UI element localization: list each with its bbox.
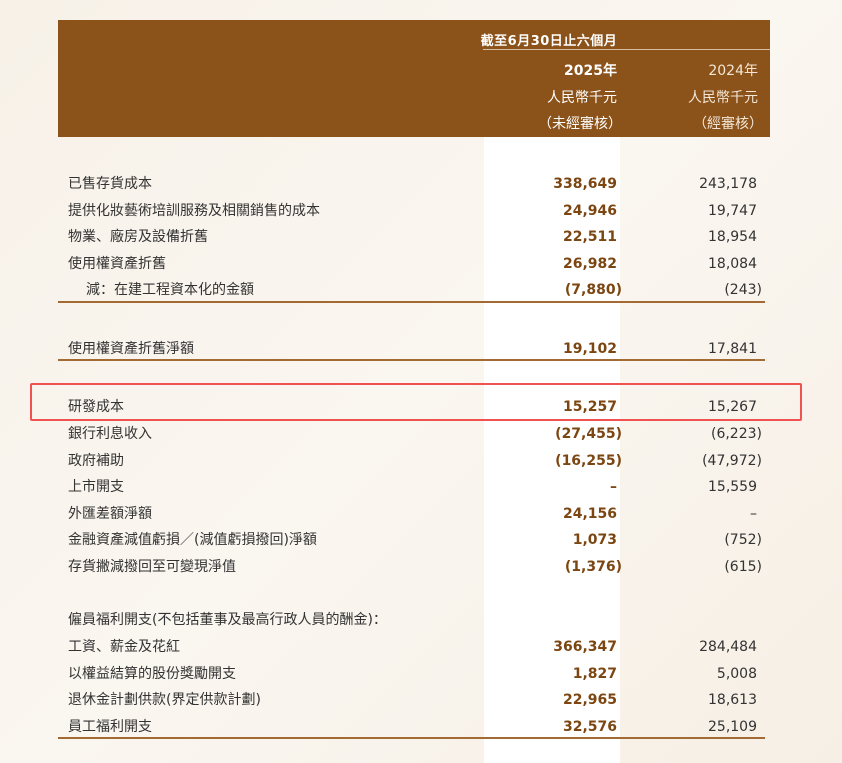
col-2024-status: （經審核） xyxy=(693,116,763,132)
value-2024: 18,084 xyxy=(708,256,757,272)
bottom-rule xyxy=(58,737,765,739)
value-2024: (752) xyxy=(724,532,762,548)
value-2025: 22,965 xyxy=(562,692,617,708)
value-2024: 5,008 xyxy=(716,666,757,682)
total-rule xyxy=(58,359,765,361)
value-2025: 1,827 xyxy=(572,666,617,682)
table-row: 銀行利息收入 (27,455) (6,223) xyxy=(58,422,770,446)
table-row: 金融資產減值虧損／(減值虧損撥回)淨額 1,073 (752) xyxy=(58,528,770,552)
table-row: 使用權資產折舊淨額 19,102 17,841 xyxy=(58,337,770,361)
row-label: 提供化妝藝術培訓服務及相關銷售的成本 xyxy=(68,203,320,219)
table-row: 以權益結算的股份獎勵開支 1,827 5,008 xyxy=(58,662,770,686)
row-label: 物業、廠房及設備折舊 xyxy=(68,229,208,245)
table-row: 上市開支 – 15,559 xyxy=(58,475,770,499)
current-period-column-background xyxy=(484,137,620,763)
value-2025: 19,102 xyxy=(562,341,617,357)
row-label: 上市開支 xyxy=(68,479,124,495)
row-label: 存貨撇減撥回至可變現淨值 xyxy=(68,559,236,575)
col-2024-currency: 人民幣千元 xyxy=(688,90,758,106)
value-2025: 338,649 xyxy=(553,176,617,192)
row-label: 退休金計劃供款(界定供款計劃) xyxy=(68,692,261,708)
table-row: 提供化妝藝術培訓服務及相關銷售的成本 24,946 19,747 xyxy=(58,199,770,223)
value-2024: 15,267 xyxy=(708,399,757,415)
value-2025: 24,946 xyxy=(562,203,617,219)
value-2025: 24,156 xyxy=(562,506,617,522)
value-2024: 19,747 xyxy=(708,203,757,219)
table-row: 工資、薪金及花紅 366,347 284,484 xyxy=(58,635,770,659)
period-heading: 截至6月30日止六個月 xyxy=(480,34,618,49)
col-2025-currency: 人民幣千元 xyxy=(547,90,617,106)
value-2025: – xyxy=(610,479,617,495)
table-row: 政府補助 (16,255) (47,972) xyxy=(58,449,770,473)
table-row: 已售存貨成本 338,649 243,178 xyxy=(58,172,770,196)
value-2024: (243) xyxy=(724,282,762,298)
header-divider xyxy=(483,49,770,50)
value-2025: 26,982 xyxy=(562,256,617,272)
row-label: 研發成本 xyxy=(68,399,124,415)
value-2024: – xyxy=(750,506,757,522)
value-2024: 18,954 xyxy=(708,229,757,245)
row-label: 僱員福利開支(不包括董事及最高行政人員的酬金)： xyxy=(68,612,387,628)
value-2024: (615) xyxy=(724,559,762,575)
value-2025: (16,255) xyxy=(555,453,622,469)
row-label: 政府補助 xyxy=(68,453,124,469)
table-row: 存貨撇減撥回至可變現淨值 (1,376) (615) xyxy=(58,555,770,579)
row-label: 外匯差額淨額 xyxy=(68,506,152,522)
row-label: 已售存貨成本 xyxy=(68,176,152,192)
table-row: 員工福利開支 32,576 25,109 xyxy=(58,715,770,739)
row-label: 金融資產減值虧損／(減值虧損撥回)淨額 xyxy=(68,532,317,548)
row-label: 使用權資產折舊淨額 xyxy=(68,341,194,357)
value-2025: (27,455) xyxy=(555,426,622,442)
row-label: 減：在建工程資本化的金額 xyxy=(86,282,254,298)
table-row: 僱員福利開支(不包括董事及最高行政人員的酬金)： xyxy=(58,608,770,632)
highlight-box xyxy=(30,383,802,421)
value-2025: (7,880) xyxy=(564,282,622,298)
col-2025-year: 2025年 xyxy=(564,63,617,79)
value-2024: 284,484 xyxy=(699,639,757,655)
row-label: 工資、薪金及花紅 xyxy=(68,639,180,655)
value-2025: 22,511 xyxy=(562,229,617,245)
value-2024: (6,223) xyxy=(710,426,762,442)
value-2025: (1,376) xyxy=(564,559,622,575)
table-row: 物業、廠房及設備折舊 22,511 18,954 xyxy=(58,225,770,249)
row-label: 以權益結算的股份獎勵開支 xyxy=(68,666,236,682)
table-row: 退休金計劃供款(界定供款計劃) 22,965 18,613 xyxy=(58,688,770,712)
table-row: 使用權資產折舊 26,982 18,084 xyxy=(58,252,770,276)
value-2024: (47,972) xyxy=(702,453,762,469)
col-2024-year: 2024年 xyxy=(708,63,758,79)
table-header: 截至6月30日止六個月 2025年 人民幣千元 （未經審核） 2024年 人民幣… xyxy=(58,20,770,137)
subtotal-rule xyxy=(58,301,765,303)
col-2025-status: （未經審核） xyxy=(538,116,622,132)
value-2025: 15,257 xyxy=(562,399,617,415)
table-row: 減：在建工程資本化的金額 (7,880) (243) xyxy=(58,278,770,302)
row-label: 員工福利開支 xyxy=(68,719,152,735)
table-row: 研發成本 15,257 15,267 xyxy=(58,395,770,419)
table-row: 外匯差額淨額 24,156 – xyxy=(58,502,770,526)
row-label: 使用權資產折舊 xyxy=(68,256,166,272)
value-2024: 25,109 xyxy=(708,719,757,735)
value-2024: 18,613 xyxy=(708,692,757,708)
value-2024: 17,841 xyxy=(708,341,757,357)
value-2024: 15,559 xyxy=(708,479,757,495)
value-2025: 32,576 xyxy=(562,719,617,735)
value-2024: 243,178 xyxy=(699,176,757,192)
value-2025: 366,347 xyxy=(553,639,617,655)
row-label: 銀行利息收入 xyxy=(68,426,152,442)
value-2025: 1,073 xyxy=(572,532,617,548)
